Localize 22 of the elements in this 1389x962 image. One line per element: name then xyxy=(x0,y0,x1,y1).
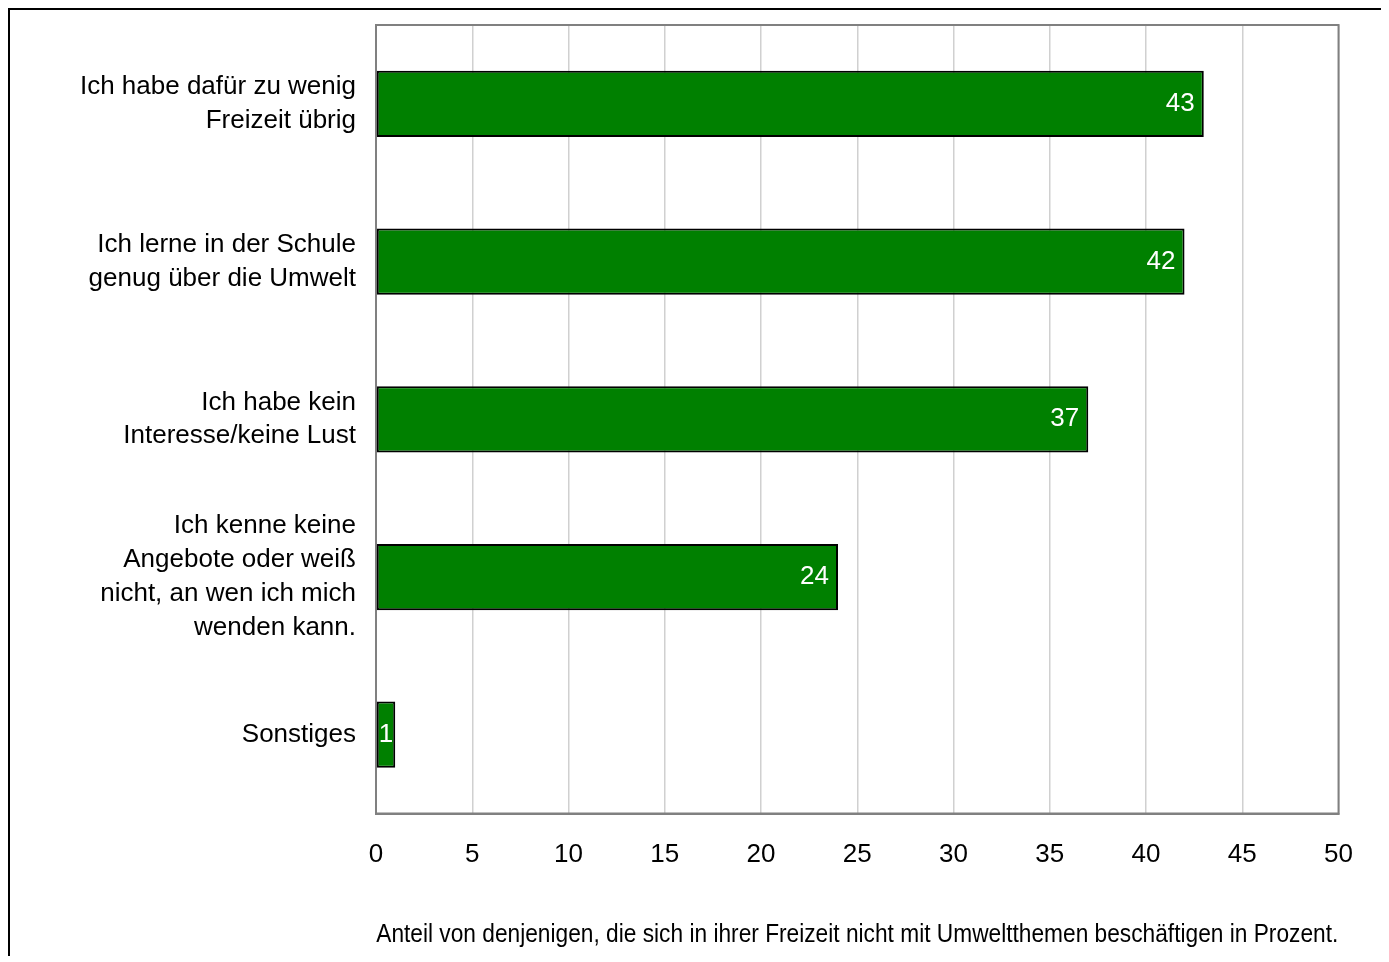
data-label: 24 xyxy=(800,560,830,591)
x-tick-label: 15 xyxy=(650,838,680,869)
x-tick-label: 25 xyxy=(842,838,872,869)
x-tick-label: 10 xyxy=(554,838,583,869)
x-tick-label: 45 xyxy=(1227,838,1257,869)
x-axis-title: Anteil von denjenigen, die sich in ihrer Freizeit nicht mit Umweltthemen beschäftigen in Prozent. xyxy=(376,918,1339,947)
x-tick-label: 5 xyxy=(465,838,480,869)
x-tick-label: 50 xyxy=(1324,838,1353,869)
data-label: 43 xyxy=(1165,87,1195,118)
data-label: 37 xyxy=(1050,402,1080,433)
y-tick-label: Sonstiges xyxy=(241,717,356,748)
x-tick-label: 20 xyxy=(746,838,776,869)
data-label: 1 xyxy=(378,717,394,748)
data-label: 42 xyxy=(1146,244,1176,275)
y-tick-label: Ich lerne in der Schule genug über die Umwelt xyxy=(88,227,357,292)
y-tick-label: Ich habe kein Interesse/keine Lust xyxy=(123,385,357,450)
x-tick-label: 35 xyxy=(1035,838,1065,869)
x-tick-label: 30 xyxy=(939,838,968,869)
y-tick-label: Ich kenne keine Angebote oder weiß nicht, an wen ich mich wenden kann. xyxy=(100,509,356,641)
y-tick-label: Ich habe dafür zu wenig Freizeit übrig xyxy=(79,70,356,134)
x-tick-label: 40 xyxy=(1131,838,1161,869)
x-tick-label: 0 xyxy=(368,838,384,869)
